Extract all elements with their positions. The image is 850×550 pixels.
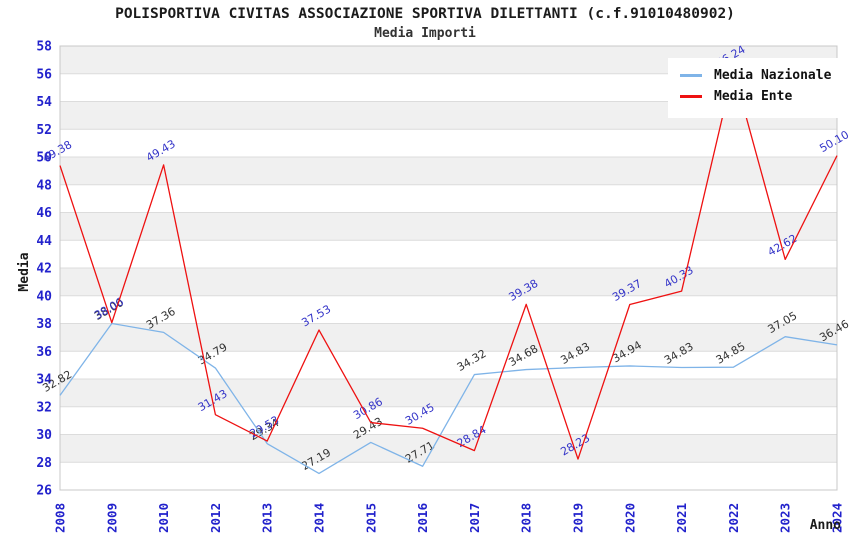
x-axis-tick-label: 2020	[622, 503, 637, 533]
x-axis-tick-label: 2009	[104, 503, 119, 533]
y-axis-tick-label: 40	[36, 289, 52, 304]
x-axis-tick-label: 2010	[156, 503, 171, 533]
y-axis-tick-label: 44	[36, 234, 52, 249]
y-axis-tick-label: 54	[36, 95, 52, 110]
y-axis-tick-label: 50	[36, 151, 52, 166]
y-axis-tick-label: 56	[36, 67, 52, 82]
media-ente-line-icon	[680, 95, 702, 98]
legend-label-media-ente: Media Ente	[714, 89, 793, 104]
x-axis-tick-label: 2021	[674, 503, 689, 533]
x-axis-tick-label: 2016	[415, 503, 430, 533]
x-axis-tick-label: 2013	[260, 503, 275, 533]
x-axis-tick-label: 2014	[312, 503, 327, 533]
series-line-media-nazionale	[59, 322, 838, 475]
y-axis-tick-label: 42	[36, 262, 52, 277]
y-axis-title: Media	[17, 252, 32, 291]
plot-border	[59, 45, 838, 491]
media-nazionale-line-icon	[680, 74, 702, 77]
point-value-label: 38.06	[92, 295, 126, 322]
chart-legend: Media Nazionale Media Ente	[668, 58, 842, 118]
x-axis-tick-label: 2008	[53, 503, 68, 533]
x-axis-tick-label: 2012	[208, 503, 223, 533]
chart-subtitle: Media Importi	[374, 26, 476, 41]
legend-label-media-nazionale: Media Nazionale	[714, 68, 832, 83]
plot-stripe	[60, 434, 837, 463]
x-axis-tick-label: 2017	[467, 503, 482, 533]
plot-stripe	[60, 157, 837, 185]
x-axis-tick-label: 2024	[830, 503, 845, 533]
y-axis-tick-label: 36	[36, 345, 52, 360]
legend-item-media-nazionale: Media Nazionale	[680, 68, 831, 83]
x-axis-tick-label: 2023	[778, 503, 793, 533]
y-axis-tick-label: 34	[36, 373, 52, 388]
plot-stripe	[60, 212, 837, 241]
x-axis-title: Anno	[810, 518, 841, 533]
x-axis-tick-label: 2015	[363, 503, 378, 533]
y-axis-tick-label: 52	[36, 123, 52, 138]
y-axis-tick-label: 38	[36, 317, 52, 332]
series-line-media-ente	[59, 69, 838, 460]
y-axis-tick-label: 30	[36, 428, 52, 443]
x-axis-tick-label: 2022	[726, 503, 741, 533]
point-value-label: 50.10	[817, 128, 850, 155]
plot-stripe	[60, 268, 837, 296]
plot-stripe	[60, 323, 837, 352]
x-axis-tick-label: 2019	[571, 503, 586, 533]
y-axis-tick-label: 32	[36, 400, 52, 415]
y-axis-tick-label: 46	[36, 206, 52, 221]
y-axis-tick-label: 28	[36, 456, 52, 471]
y-axis-tick-label: 58	[36, 40, 52, 55]
y-axis-tick-label: 48	[36, 178, 52, 193]
y-axis-tick-label: 26	[36, 484, 52, 499]
x-axis-tick-label: 2018	[519, 503, 534, 533]
legend-item-media-ente: Media Ente	[680, 89, 831, 104]
plot-stripe	[60, 379, 837, 407]
chart-title: POLISPORTIVA CIVITAS ASSOCIAZIONE SPORTI…	[115, 6, 735, 22]
